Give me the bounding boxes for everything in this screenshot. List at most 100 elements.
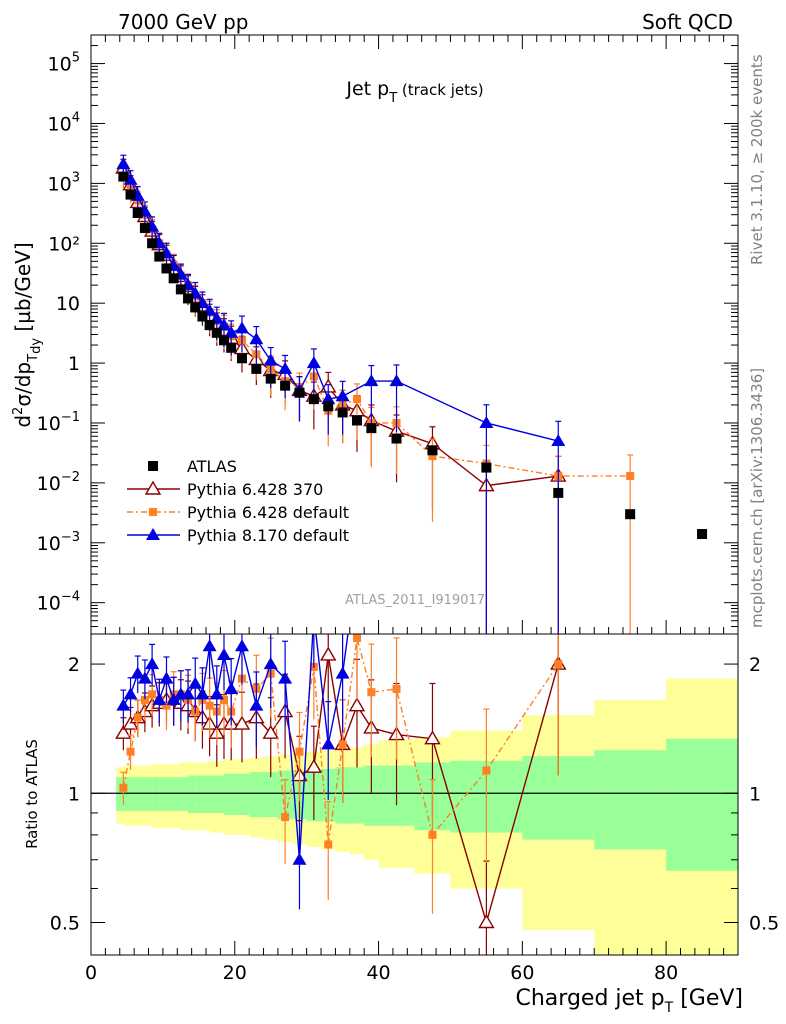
- legend-label: Pythia 6.428 370: [187, 480, 323, 499]
- plot-title: Jet pT (track jets): [345, 78, 483, 106]
- data-point: [481, 462, 492, 473]
- band-inner: [116, 777, 124, 811]
- data-point: [364, 374, 379, 387]
- ratio-point: [554, 660, 563, 669]
- ratio-point: [195, 687, 210, 700]
- band-inner: [238, 773, 250, 816]
- data-point: [337, 407, 348, 418]
- band-inner: [137, 777, 146, 811]
- series-2: [119, 166, 635, 634]
- data-point: [216, 318, 231, 331]
- x-tick-label: 80: [654, 962, 678, 984]
- ratio-point: [234, 639, 249, 652]
- band-inner: [223, 773, 232, 816]
- y-tick-label: 10−2: [37, 470, 80, 495]
- band-inner: [144, 777, 153, 811]
- ratio-point: [119, 783, 128, 792]
- ratio-point: [392, 684, 401, 693]
- ratio-ticks: 0.5 0.51 12 20 20 40 60 80: [50, 654, 779, 984]
- ratio-point: [188, 676, 203, 689]
- data-point: [352, 395, 361, 404]
- data-point: [427, 445, 438, 456]
- band-inner: [130, 777, 139, 811]
- band-inner: [263, 772, 279, 818]
- ratio-point: [202, 639, 217, 652]
- data-point: [625, 509, 636, 520]
- band-inner: [216, 775, 225, 813]
- y-tick-label: 10−3: [37, 530, 80, 555]
- legend-marker: [146, 528, 160, 540]
- ratio-point: [145, 657, 160, 670]
- data-point: [391, 433, 402, 444]
- band-inner: [173, 777, 182, 811]
- legend-item: Pythia 6.428 370: [127, 480, 323, 499]
- data-point: [224, 325, 239, 338]
- ratio-point: [233, 715, 251, 730]
- band-inner: [231, 773, 239, 816]
- ratio-series-2: [116, 634, 350, 910]
- ratio-point: [126, 747, 135, 756]
- ratio-point: [115, 724, 132, 739]
- x-tick-label: 20: [223, 962, 247, 984]
- ratio-point: [262, 724, 279, 739]
- legend-label: Pythia 6.428 default: [187, 503, 349, 522]
- band-inner: [180, 777, 189, 811]
- band-inner: [594, 750, 667, 850]
- ratio-point: [321, 737, 336, 750]
- legend-item: Pythia 6.428 default: [127, 503, 349, 522]
- ratio-point: [152, 692, 167, 705]
- data-point: [123, 172, 138, 185]
- data-point: [306, 356, 321, 369]
- y-tick-label: 103: [48, 170, 80, 195]
- ratio-y-tick-label: 2: [68, 654, 80, 676]
- ratio-point: [219, 695, 228, 704]
- data-point: [551, 434, 566, 447]
- band-inner: [159, 777, 167, 811]
- ratio-point: [116, 698, 131, 711]
- ratio-point: [162, 701, 171, 710]
- data-point: [118, 171, 129, 182]
- ratio-point: [209, 687, 224, 700]
- data-point: [389, 374, 404, 387]
- data-point: [265, 373, 276, 384]
- ratio-point: [482, 766, 491, 775]
- data-point: [249, 332, 264, 345]
- legend-marker: [148, 461, 158, 471]
- y-tick-label: 10²: [48, 233, 80, 255]
- band-inner: [364, 765, 380, 826]
- ratio-point: [140, 695, 149, 704]
- rivet-label: Rivet 3.1.10, ≥ 200k events: [748, 54, 766, 265]
- y-tick-label: 10−1: [37, 410, 80, 435]
- data-point: [321, 392, 336, 405]
- y-tick-label: 10: [56, 293, 80, 315]
- ratio-point: [335, 666, 350, 679]
- ratio-point: [324, 840, 333, 849]
- band-inner: [209, 775, 218, 813]
- data-point: [116, 157, 131, 170]
- ratio-point: [123, 687, 138, 700]
- ratio-y-tick-label: 1: [68, 783, 80, 805]
- data-point: [697, 529, 708, 540]
- data-point: [161, 263, 172, 274]
- band-inner: [195, 775, 203, 813]
- legend-marker: [144, 480, 162, 495]
- data-point: [234, 321, 249, 334]
- data-point: [626, 472, 635, 481]
- data-point: [263, 353, 278, 366]
- data-point: [168, 273, 179, 284]
- data-point: [197, 311, 208, 322]
- band-inner: [188, 775, 196, 813]
- ratio-point: [367, 688, 376, 697]
- main-y-ticks: 105 104 103 10² 10 1 10−1 10−2 10−3 10−4: [37, 34, 739, 635]
- x-tick-label: 40: [366, 962, 390, 984]
- ratio-point: [159, 671, 174, 684]
- data-point: [351, 415, 362, 426]
- ratio-point: [478, 914, 495, 929]
- series-3: [116, 154, 566, 634]
- ratio-point: [263, 657, 278, 670]
- ratio-point: [205, 701, 214, 710]
- data-point: [132, 208, 143, 219]
- data-point: [211, 327, 222, 338]
- data-point: [308, 394, 319, 405]
- data-point: [204, 320, 215, 331]
